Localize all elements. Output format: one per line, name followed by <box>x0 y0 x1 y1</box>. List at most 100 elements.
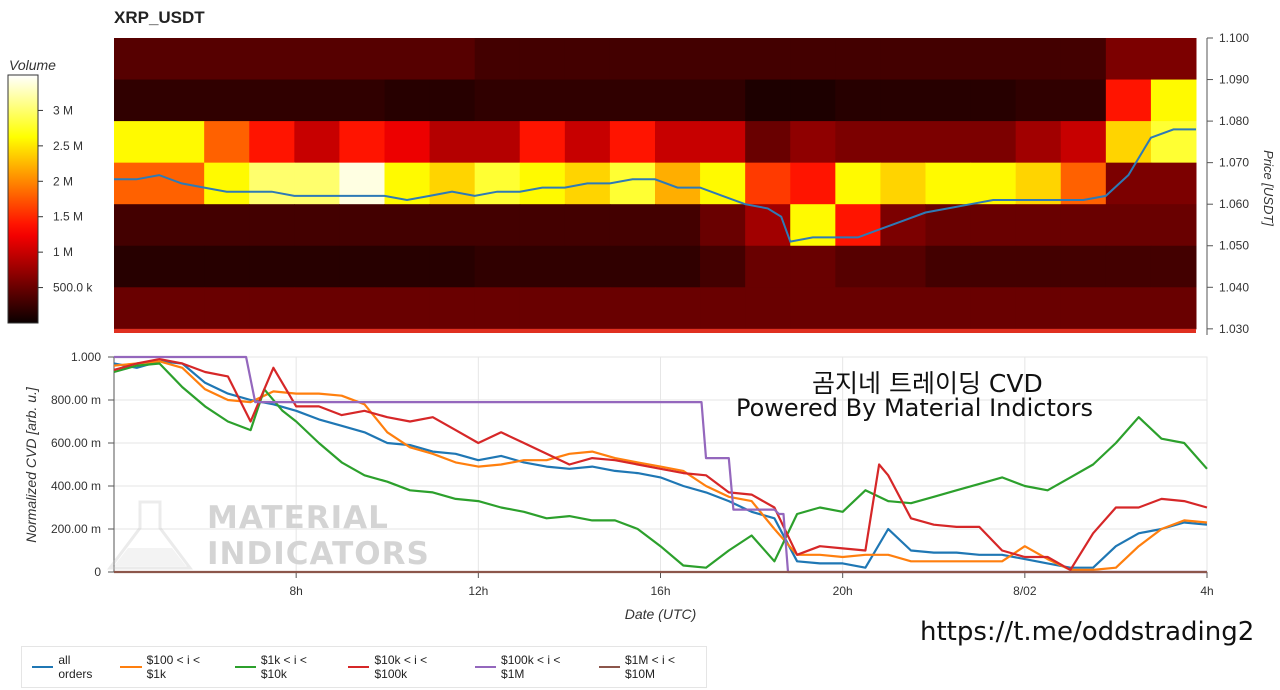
heatmap-cell <box>384 79 431 122</box>
heatmap-cell <box>1015 79 1062 122</box>
heatmap-cell <box>745 162 791 205</box>
heatmap-cell <box>1060 121 1107 164</box>
y-tick-label: 200.00 m <box>51 522 101 536</box>
heatmap-cell <box>339 79 385 122</box>
x-tick-label: 16h <box>650 584 670 598</box>
heatmap-cell <box>519 204 566 247</box>
price-line <box>114 128 1196 243</box>
heatmap-bottom-strip <box>114 328 1196 333</box>
heatmap-cell <box>1015 204 1062 247</box>
heatmap-cell <box>339 38 385 81</box>
heatmap-cell <box>970 121 1017 164</box>
heatmap-cell <box>655 287 701 330</box>
heatmap-cell <box>1015 38 1062 81</box>
heatmap-cell <box>249 287 295 330</box>
price-tick-label: 1.060 <box>1219 197 1249 211</box>
heatmap-cell <box>384 287 431 330</box>
y-tick-label: 800.00 m <box>51 393 101 407</box>
heatmap-cell <box>1105 287 1152 330</box>
legend-item[interactable]: $10k < i < $100k <box>348 653 461 681</box>
legend-item[interactable]: $1M < i < $10M <box>598 653 706 681</box>
heatmap-cell <box>609 121 656 164</box>
heatmap-cell <box>204 245 250 288</box>
heatmap-cell <box>339 245 385 288</box>
colorbar-tick-label: 3 M <box>53 103 73 117</box>
heatmap-cell <box>1060 287 1107 330</box>
heatmap-cell <box>745 245 791 288</box>
heatmap-cell <box>700 204 746 247</box>
heatmap-cell <box>880 38 926 81</box>
heatmap-cell <box>564 121 611 164</box>
heatmap-cell <box>609 162 656 205</box>
colorbar-tick-label: 2.5 M <box>53 139 83 153</box>
heatmap-cell <box>1105 245 1152 288</box>
price-axis-label: Price [USDT] <box>1261 150 1276 226</box>
heatmap-cell <box>339 162 385 205</box>
legend-swatch <box>348 666 370 668</box>
x-tick-label: 4h <box>1200 584 1213 598</box>
heatmap-cell <box>1150 121 1197 164</box>
heatmap-cell <box>429 287 476 330</box>
heatmap-cell <box>790 38 836 81</box>
heatmap-cell <box>970 287 1017 330</box>
heatmap-cell <box>700 121 746 164</box>
heatmap-cell <box>384 162 431 205</box>
y-tick-label: 1.000 <box>71 350 101 364</box>
heatmap-cell <box>249 162 295 205</box>
heatmap-cell <box>519 38 566 81</box>
legend-item[interactable]: $1k < i < $10k <box>234 653 335 681</box>
heatmap-cell <box>970 245 1017 288</box>
heatmap-cell <box>1015 287 1062 330</box>
heatmap-cell <box>114 245 205 288</box>
heatmap-cell <box>790 79 836 122</box>
overlay-subtitle: Powered By Material Indictors <box>736 394 1093 422</box>
heatmap-cell <box>655 245 701 288</box>
legend-swatch <box>598 666 620 668</box>
heatmap-cell <box>970 204 1017 247</box>
heatmap-cell <box>474 204 521 247</box>
heatmap-cell <box>880 79 926 122</box>
heatmap-cell <box>1060 204 1107 247</box>
legend-item[interactable]: $100k < i < $1M <box>474 653 585 681</box>
heatmap-cell <box>204 79 250 122</box>
heatmap-cell <box>655 162 701 205</box>
heatmap-cell <box>294 204 340 247</box>
legend-swatch <box>234 666 256 668</box>
heatmap-cell <box>249 204 295 247</box>
heatmap-cell <box>880 121 926 164</box>
heatmap-cell <box>564 245 611 288</box>
heatmap-cell <box>835 38 881 81</box>
heatmap-cell <box>970 162 1017 205</box>
heatmap-cell <box>925 79 972 122</box>
heatmap-cell <box>745 79 791 122</box>
heatmap-cell <box>204 121 250 164</box>
heatmap-cell <box>745 38 791 81</box>
legend-swatch <box>120 666 142 668</box>
price-tick-label: 1.040 <box>1219 280 1249 294</box>
legend-swatch <box>32 666 54 668</box>
heatmap-cell <box>1105 121 1152 164</box>
heatmap-cell <box>474 162 521 205</box>
heatmap-cell <box>519 79 566 122</box>
x-tick-label: 20h <box>833 584 853 598</box>
legend-label: $1k < i < $10k <box>260 653 307 681</box>
heatmap-cell <box>114 79 205 122</box>
heatmap-cell <box>384 204 431 247</box>
heatmap-cell <box>1060 162 1107 205</box>
heatmap-cell <box>609 79 656 122</box>
watermark-flask-icon <box>107 500 193 570</box>
heatmap-cell <box>700 38 746 81</box>
x-tick-label: 12h <box>468 584 488 598</box>
heatmap-cell <box>429 245 476 288</box>
heatmap-cell <box>564 38 611 81</box>
heatmap-cell <box>1060 38 1107 81</box>
telegram-link[interactable]: https://t.me/oddstrading2 <box>920 617 1255 647</box>
y-tick-label: 400.00 m <box>51 479 101 493</box>
heatmap-cell <box>474 79 521 122</box>
legend-item[interactable]: $100 < i < $1k <box>120 653 220 681</box>
legend-item[interactable]: all orders <box>32 653 106 681</box>
heatmap-cell <box>474 245 521 288</box>
heatmap-cell <box>700 287 746 330</box>
heatmap-cell <box>114 162 205 205</box>
